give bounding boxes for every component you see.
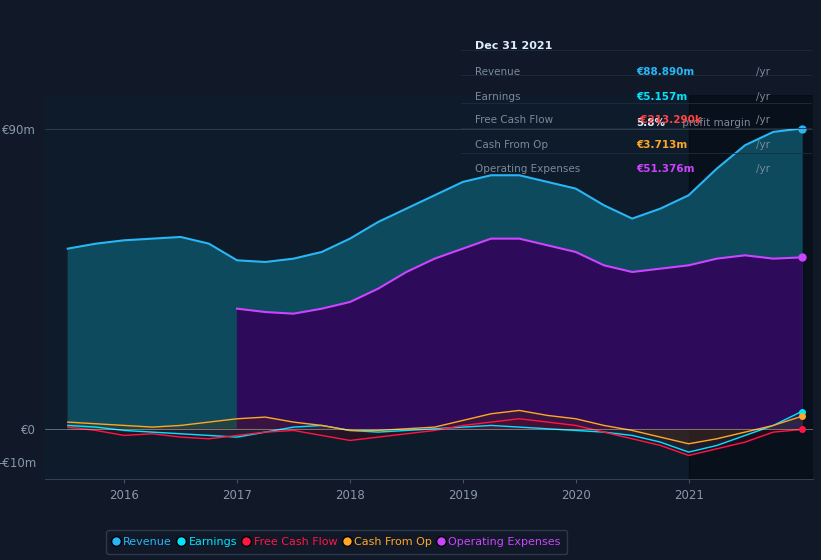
Text: Dec 31 2021: Dec 31 2021 bbox=[475, 40, 553, 50]
Text: €5.157m: €5.157m bbox=[637, 92, 688, 102]
Text: /yr: /yr bbox=[756, 165, 770, 175]
Text: Cash From Op: Cash From Op bbox=[475, 139, 548, 150]
Text: /yr: /yr bbox=[756, 139, 770, 150]
Text: Earnings: Earnings bbox=[475, 92, 521, 102]
Text: /yr: /yr bbox=[756, 92, 770, 102]
Bar bbox=[689, 95, 813, 479]
Text: /yr: /yr bbox=[756, 67, 770, 77]
Text: Revenue: Revenue bbox=[475, 67, 521, 77]
Text: €3.713m: €3.713m bbox=[637, 139, 688, 150]
Legend: Revenue, Earnings, Free Cash Flow, Cash From Op, Operating Expenses: Revenue, Earnings, Free Cash Flow, Cash … bbox=[106, 530, 567, 554]
Text: Operating Expenses: Operating Expenses bbox=[475, 165, 580, 175]
Text: €88.890m: €88.890m bbox=[637, 67, 695, 77]
Text: Free Cash Flow: Free Cash Flow bbox=[475, 115, 553, 125]
Text: 5.8%: 5.8% bbox=[637, 118, 666, 128]
Text: profit margin: profit margin bbox=[679, 118, 750, 128]
Text: €51.376m: €51.376m bbox=[637, 165, 695, 175]
Text: -€213.290k: -€213.290k bbox=[637, 115, 703, 125]
Text: /yr: /yr bbox=[756, 115, 770, 125]
